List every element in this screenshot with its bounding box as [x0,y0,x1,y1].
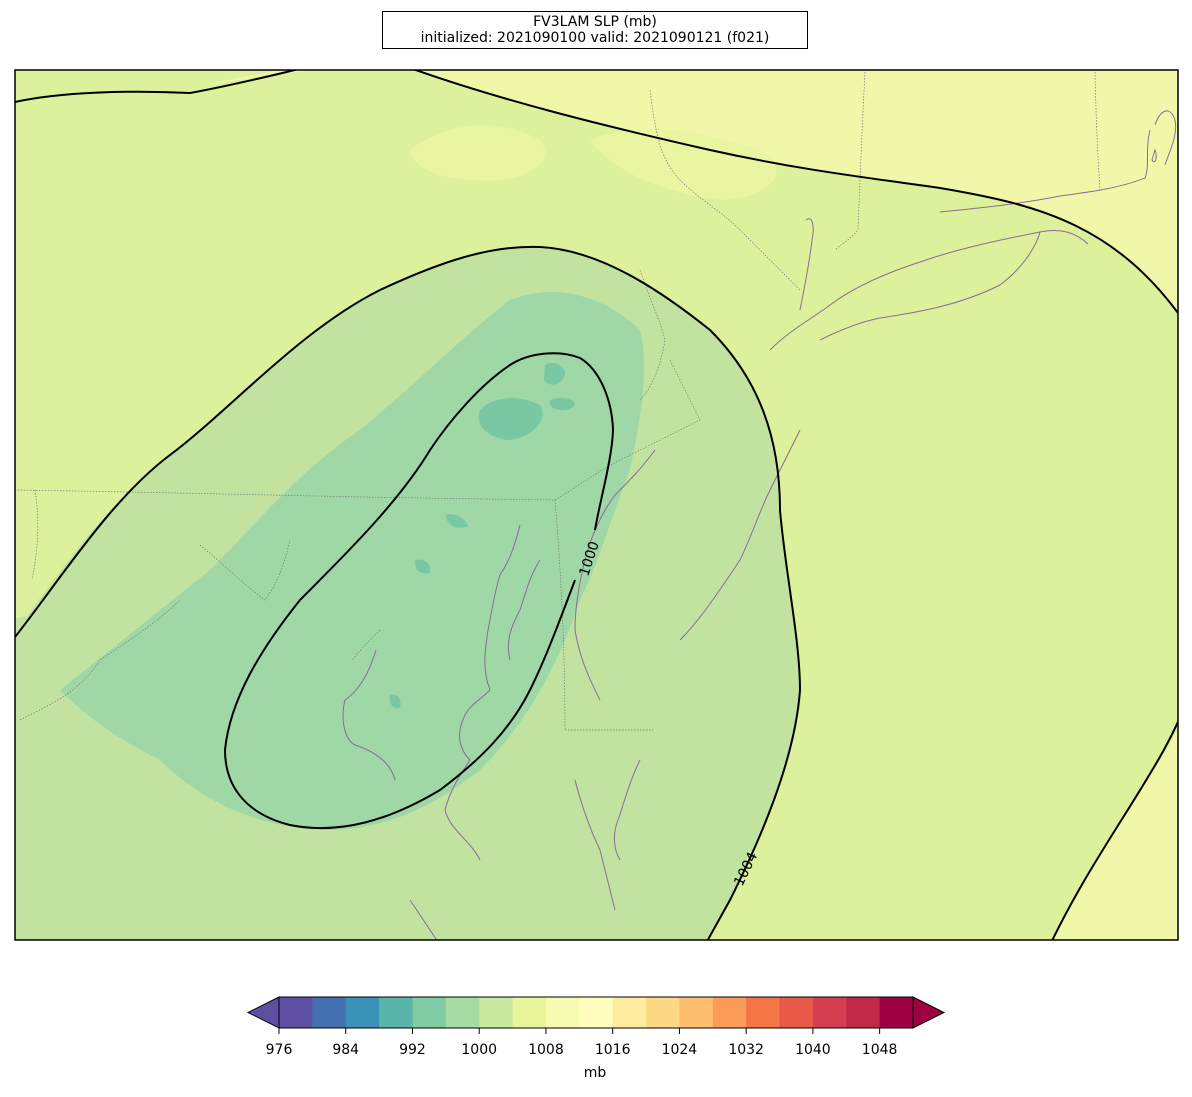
colorbar-swatch [746,997,781,1028]
colorbar-swatch [846,997,881,1028]
colorbar-swatch [445,997,480,1028]
field-1004-1008 [15,70,282,102]
colorbar-under-arrow [246,996,280,1029]
isobar-1004 [15,245,802,940]
plot-title-line-2: initialized: 2021090100 valid: 202109012… [420,30,770,46]
colorbar-swatch [545,997,580,1028]
colorbar-swatch [412,997,447,1028]
colorbar-tick-label: 1040 [795,1042,831,1058]
colorbar-swatch [279,997,313,1028]
colorbar-over-arrow [912,996,946,1029]
map-content: 1000 1004 [15,70,1178,940]
field-west-ring-spill [15,616,80,698]
colorbar-tick-label: 1000 [461,1042,498,1058]
colorbar-tick-label: 1048 [861,1042,898,1058]
plot-title-box: FV3LAM SLP (mb) initialized: 2021090100 … [382,11,808,49]
colorbar-swatch [646,997,680,1028]
colorbar-swatch [479,997,514,1028]
isobar-1008-east [1051,719,1178,940]
colorbar-swatch [812,997,847,1028]
colorbar-tick-label: 1024 [661,1042,698,1058]
colorbar-unit-label: mb [583,1065,607,1081]
colorbar-swatch [779,997,814,1028]
coastlines [342,110,1177,940]
colorbar-border [278,996,914,1029]
colorbar-swatch [379,997,413,1028]
isobar-1008-main [412,70,1178,315]
field-light-patch-ne [590,129,777,200]
field-light-patch-north [410,125,546,181]
colorbar-swatch [345,997,380,1028]
colorbar-swatch [712,997,747,1028]
colorbar-swatch [879,997,914,1028]
colorbar-swatch [512,997,547,1028]
colorbar-swatch [312,997,347,1028]
colorbar-tick-label: 992 [399,1042,426,1058]
isobar-1000 [223,352,615,830]
field-992-996 [389,363,575,709]
state-borders [15,71,1101,731]
map-frame [14,69,1179,941]
colorbar [246,996,946,1034]
colorbar-swatch [679,997,714,1028]
colorbar-swatch [579,997,614,1028]
colorbar-tick-label: 976 [265,1042,293,1058]
colorbar-tick-label: 1032 [728,1042,764,1058]
colorbar-swatch [612,997,647,1028]
colorbar-tick-label: 1008 [528,1042,564,1058]
plot-title-line-1: FV3LAM SLP (mb) [533,14,657,30]
colorbar-tick-label: 1016 [594,1042,631,1058]
colorbar-tick-label: 984 [332,1042,360,1058]
